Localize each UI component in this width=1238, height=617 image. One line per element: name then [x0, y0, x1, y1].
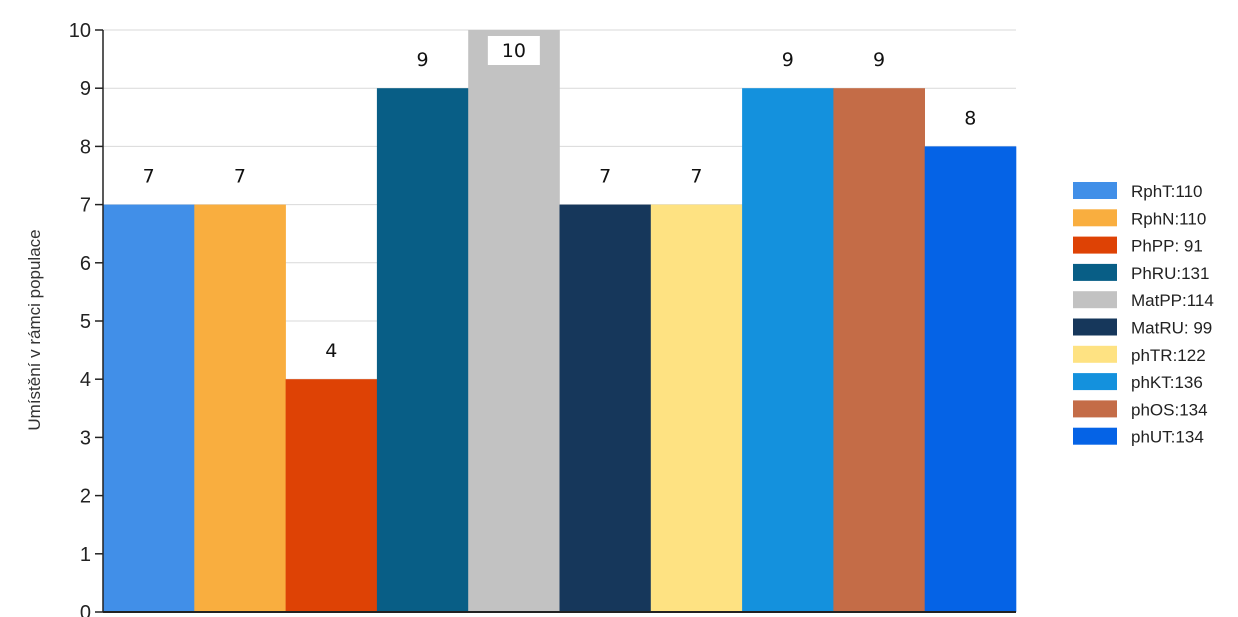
bar [742, 88, 834, 612]
y-axis-title: Umístění v rámci populace [25, 229, 44, 430]
y-tick-label: 1 [80, 544, 91, 566]
y-tick-label: 5 [80, 311, 91, 333]
legend-swatch [1073, 318, 1117, 336]
data-labels: 7 7 4 9 10 7 7 9 9 8 [143, 36, 976, 362]
data-label: 9 [873, 49, 885, 71]
data-label: 7 [599, 166, 611, 188]
y-tick-label: 0 [80, 602, 91, 617]
legend: RphT:110 RphN:110 PhPP: 91 PhRU:131 MatPP:11… [1073, 182, 1214, 447]
data-label: 8 [964, 107, 976, 129]
y-tick-label: 6 [80, 253, 91, 275]
legend-label: MatPP:114 [1131, 291, 1214, 310]
bar [103, 204, 195, 612]
bar [833, 88, 925, 612]
legend-swatch [1073, 263, 1117, 281]
legend-swatch [1073, 345, 1117, 363]
data-label: 7 [234, 166, 246, 188]
legend-swatch [1073, 427, 1117, 445]
legend-swatch [1073, 236, 1117, 254]
legend-label: phUT:134 [1131, 428, 1204, 447]
bar [924, 146, 1017, 612]
legend-swatch [1073, 209, 1117, 227]
data-label: 9 [417, 49, 429, 71]
data-label: 4 [325, 340, 337, 362]
data-label: 9 [782, 49, 794, 71]
legend-label: PhRU:131 [1131, 264, 1209, 283]
data-label: 10 [502, 40, 526, 62]
legend-swatch [1073, 291, 1117, 309]
bar [468, 30, 560, 612]
data-label: 7 [690, 166, 702, 188]
bar [194, 204, 286, 612]
bar [559, 204, 652, 612]
y-tick-label: 3 [80, 427, 91, 449]
legend-swatch [1073, 373, 1117, 391]
y-tick-label: 2 [80, 486, 91, 508]
y-tick-label: 8 [80, 136, 91, 158]
bar [285, 379, 378, 612]
y-tick-label: 4 [80, 369, 91, 391]
legend-label: RphN:110 [1131, 209, 1206, 228]
axes: 0 1 2 3 4 5 6 7 8 9 10 [69, 20, 1016, 617]
bars [103, 30, 1017, 612]
data-label: 7 [143, 166, 155, 188]
bar [376, 88, 469, 612]
y-tick-label: 10 [69, 20, 91, 42]
legend-label: PhPP: 91 [1131, 237, 1203, 256]
legend-label: phTR:122 [1131, 346, 1206, 365]
legend-swatch [1073, 182, 1117, 199]
legend-label: MatRU: 99 [1131, 319, 1212, 338]
legend-label: phKT:136 [1131, 373, 1203, 392]
y-tick-label: 9 [80, 78, 91, 100]
bar [650, 204, 743, 612]
legend-label: RphT:110 [1131, 182, 1203, 201]
legend-label: phOS:134 [1131, 400, 1208, 419]
data-label-background [487, 36, 540, 65]
y-tick-label: 7 [80, 195, 91, 217]
legend-swatch [1073, 400, 1117, 418]
